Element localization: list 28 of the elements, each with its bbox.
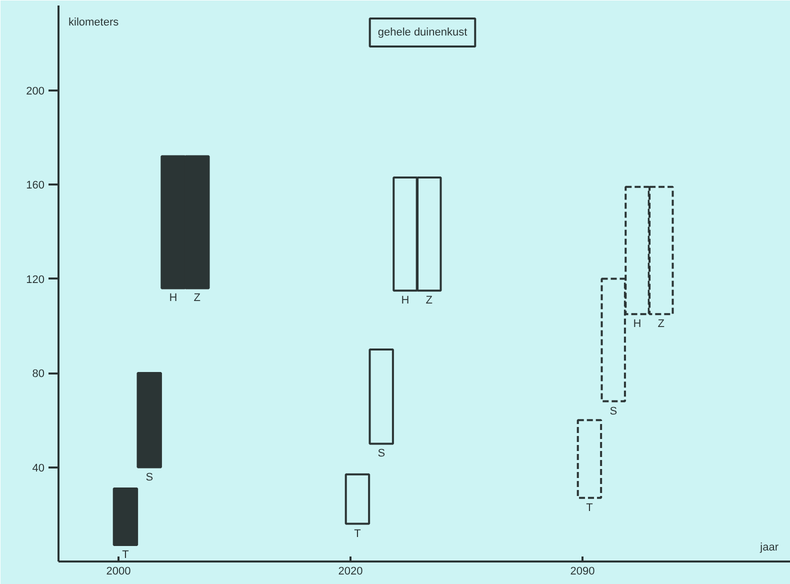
text: S bbox=[378, 448, 386, 460]
bar bbox=[368, 348, 394, 445]
y-tick-label: 40 bbox=[32, 462, 45, 474]
bar bbox=[112, 487, 138, 546]
y-axis-title: kilometers bbox=[68, 16, 120, 28]
text: T bbox=[586, 502, 593, 514]
bar bbox=[344, 473, 370, 525]
y-tick-label: 80 bbox=[32, 368, 45, 380]
text: T bbox=[354, 528, 361, 540]
text: H bbox=[633, 318, 642, 330]
text: S bbox=[610, 405, 618, 418]
y-tick-label: 200 bbox=[26, 85, 45, 98]
series-label: T bbox=[122, 549, 130, 562]
x-axis-title: jaar bbox=[759, 542, 779, 554]
bar bbox=[136, 372, 162, 468]
text: Z bbox=[658, 318, 665, 330]
text: gehele duinenkust bbox=[378, 26, 468, 38]
text: Z bbox=[426, 294, 433, 307]
y-tick-label: 160 bbox=[26, 180, 45, 192]
x-tick-label: 2090 bbox=[570, 566, 595, 578]
y-tick-label: 120 bbox=[26, 274, 45, 286]
series-label: H bbox=[169, 292, 178, 304]
bar bbox=[576, 419, 602, 499]
x-tick-label: 2000 bbox=[106, 566, 131, 578]
series-label: Z bbox=[194, 292, 201, 304]
x-tick-label: 2020 bbox=[338, 566, 363, 578]
series-label: S bbox=[146, 471, 154, 484]
text: H bbox=[401, 294, 410, 307]
